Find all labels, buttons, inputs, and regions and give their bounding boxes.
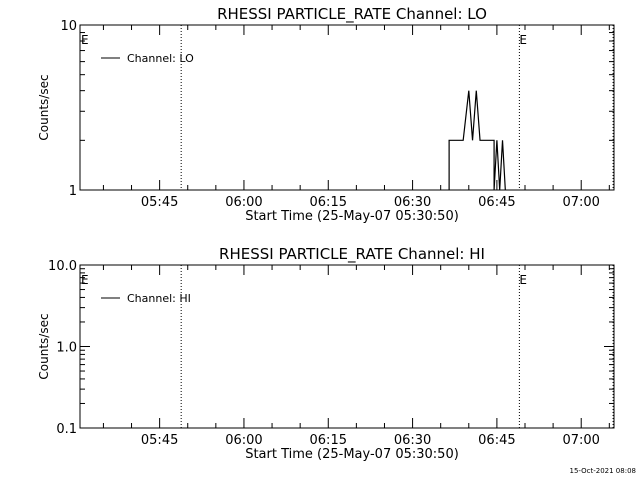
chart-panel-hi: RHESSI PARTICLE_RATE Channel: HI Counts/s… (37, 245, 615, 462)
x-axis-label: Start Time (25-May-07 05:30:50) (245, 447, 459, 462)
x-tick-label: 06:30 (394, 433, 431, 448)
y-axis-label: Counts/sec (37, 313, 51, 379)
x-tick-label: 06:15 (310, 433, 347, 448)
timestamp-label: 15-Oct-2021 08:08 (569, 467, 636, 475)
series-line-channel-lo (448, 90, 506, 191)
y-tick-label: 1.0 (56, 341, 77, 356)
event-mark-label: E (81, 273, 89, 287)
y-tick-label: 10 (60, 19, 77, 34)
chart-title: RHESSI PARTICLE_RATE Channel: HI (219, 245, 485, 264)
y-tick-label: 0.1 (56, 422, 77, 437)
x-tick-label: 06:15 (310, 195, 347, 210)
x-tick-label: 06:00 (225, 433, 262, 448)
legend-label: Channel: LO (127, 52, 194, 65)
x-tick-label: 05:45 (141, 195, 178, 210)
x-tick-label: 07:00 (562, 433, 599, 448)
chart-panel-lo: RHESSI PARTICLE_RATE Channel: LO Counts/s… (37, 5, 615, 224)
legend-label: Channel: HI (127, 292, 191, 305)
y-axis-label: Counts/sec (37, 74, 51, 140)
y-tick-label: 1 (69, 184, 77, 199)
y-tick-label: 10.0 (48, 259, 77, 274)
x-tick-label: 06:45 (478, 195, 515, 210)
x-tick-label: 06:00 (225, 195, 262, 210)
x-tick-label: 07:00 (562, 195, 599, 210)
event-mark-label: E (519, 273, 527, 287)
event-mark-label: E (81, 33, 89, 47)
chart-title: RHESSI PARTICLE_RATE Channel: LO (217, 5, 487, 24)
x-tick-label: 05:45 (141, 433, 178, 448)
x-axis-label: Start Time (25-May-07 05:30:50) (245, 209, 459, 224)
plot-frame (79, 24, 615, 191)
x-tick-label: 06:45 (478, 433, 515, 448)
x-tick-label: 06:30 (394, 195, 431, 210)
plot-frame (79, 264, 615, 429)
event-mark-label: E (519, 33, 527, 47)
